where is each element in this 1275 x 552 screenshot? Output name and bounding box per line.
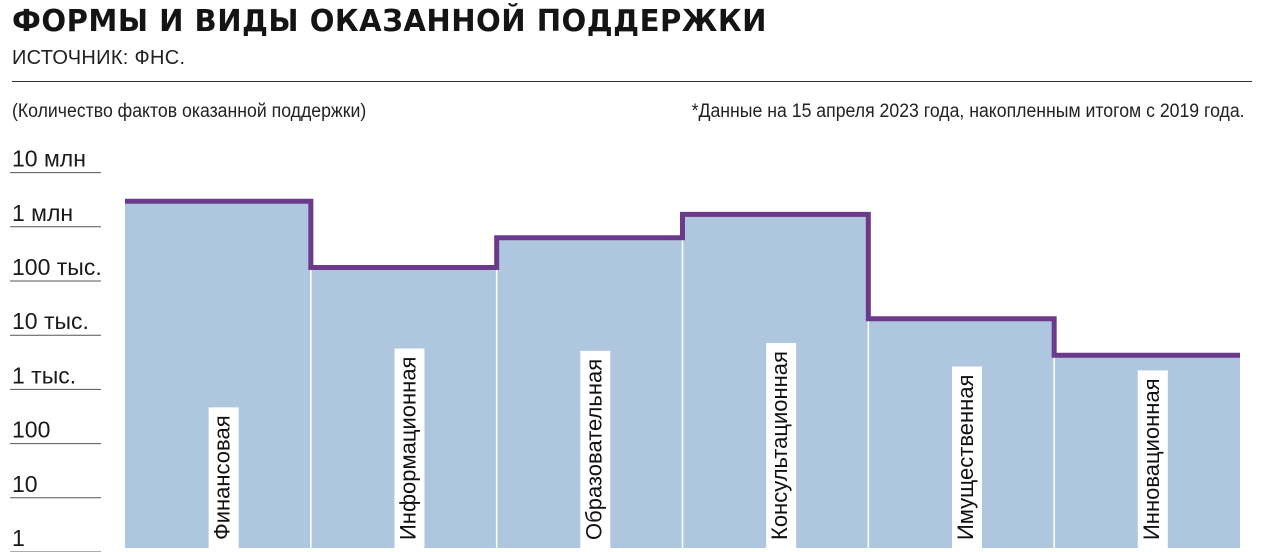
step-line: [125, 198, 1240, 358]
category-label-text: Инновационная: [1139, 378, 1164, 540]
y-tick-label: 10 млн: [12, 146, 86, 172]
category-label-text: Образовательная: [581, 359, 606, 540]
y-tick-label: 10: [12, 471, 38, 497]
y-tick-label: 1 тыс.: [12, 362, 76, 388]
category-label-text: Финансовая: [210, 415, 235, 540]
y-tick-label: 1 млн: [12, 200, 73, 226]
category-label-box: [394, 348, 425, 548]
y-tick-label: 100 тыс.: [12, 254, 102, 280]
category-label-box: [208, 407, 239, 548]
category-label-1: Финансовая: [208, 407, 239, 548]
category-label-4: Консультационная: [766, 343, 797, 548]
category-label-text: Имущественная: [953, 375, 978, 540]
category-label-box: [580, 350, 611, 548]
category-label-2: Информационная: [394, 348, 425, 548]
y-tick-label: 100: [12, 417, 50, 443]
chart-source: ИСТОЧНИК: ФНС.: [12, 47, 186, 69]
category-label-5: Имущественная: [951, 366, 982, 548]
header-divider: [12, 81, 1252, 82]
y-tick-label: 1: [12, 525, 25, 551]
category-labels: Финансовая Информационная Образовательная К…: [208, 343, 1168, 548]
step-line-group: [125, 198, 1240, 358]
category-label-box: [766, 343, 797, 548]
y-axis: 10 млн 1 млн 100 тыс. 10 тыс. 1 тыс. 100 10 1: [10, 146, 102, 552]
bars: [125, 201, 1240, 548]
category-label-6: Инновационная: [1137, 370, 1168, 548]
category-label-3: Образовательная: [580, 350, 611, 548]
category-label-text: Информационная: [395, 357, 420, 540]
category-label-box: [1137, 370, 1168, 548]
chart-title: ФОРМЫ И ВИДЫ ОКАЗАННОЙ ПОДДЕРЖКИ: [12, 4, 767, 39]
chart-note: *Данные на 15 апреля 2023 года, накоплен…: [692, 101, 1245, 122]
chart-subtitle: (Количество фактов оказанной поддержки): [12, 101, 367, 122]
category-label-box: [951, 366, 982, 548]
category-label-text: Консультационная: [767, 351, 792, 540]
y-tick-label: 10 тыс.: [12, 308, 89, 334]
